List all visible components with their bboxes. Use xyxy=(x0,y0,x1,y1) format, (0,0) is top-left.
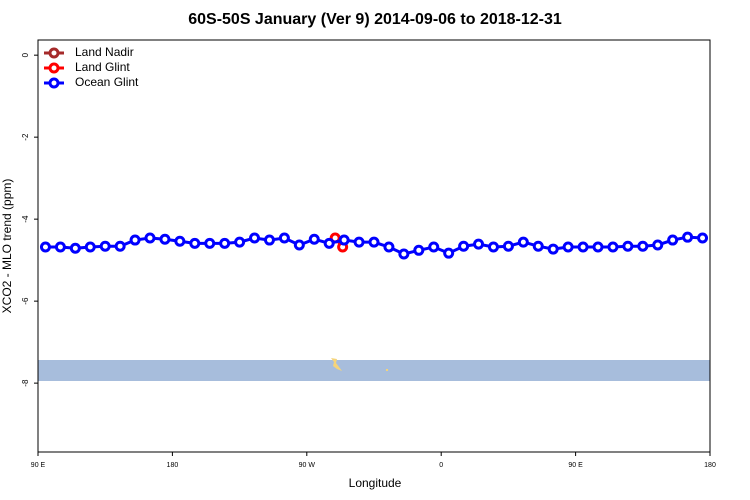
y-tick-label: -8 xyxy=(21,379,30,387)
y-axis-label: XCO2 - MLO trend (ppm) xyxy=(0,179,14,314)
x-tick-label: 180 xyxy=(704,462,716,469)
legend-marker xyxy=(48,77,60,89)
data-point xyxy=(323,237,335,249)
data-point xyxy=(69,242,81,254)
x-tick-label: 180 xyxy=(167,462,179,469)
data-point xyxy=(652,239,664,251)
data-point xyxy=(99,240,111,252)
plot-frame xyxy=(37,39,711,453)
data-point xyxy=(189,237,201,249)
data-point xyxy=(338,234,350,246)
data-point xyxy=(398,248,410,260)
data-point xyxy=(293,239,305,251)
data-point xyxy=(413,244,425,256)
x-tick-label: 90 E xyxy=(568,462,583,469)
data-point xyxy=(458,240,470,252)
data-point xyxy=(697,232,709,244)
data-point xyxy=(607,241,619,253)
ocean-map xyxy=(38,360,710,381)
data-point xyxy=(308,233,320,245)
data-point xyxy=(502,240,514,252)
legend-label: Land Glint xyxy=(75,60,130,74)
legend-label: Land Nadir xyxy=(75,45,134,59)
data-point xyxy=(159,233,171,245)
data-point xyxy=(144,232,156,244)
data-point xyxy=(39,241,51,253)
data-point xyxy=(532,240,544,252)
chart-title: 60S-50S January (Ver 9) 2014-09-06 to 20… xyxy=(188,11,562,28)
data-point xyxy=(517,236,529,248)
data-point xyxy=(84,241,96,253)
data-point xyxy=(443,247,455,259)
land-map xyxy=(386,369,388,371)
data-point xyxy=(592,241,604,253)
data-point xyxy=(383,241,395,253)
data-point xyxy=(368,236,380,248)
legend-label: Ocean Glint xyxy=(75,75,139,89)
data-point xyxy=(577,241,589,253)
data-point xyxy=(547,243,559,255)
y-tick-label: -2 xyxy=(21,133,30,141)
data-point xyxy=(622,240,634,252)
data-point xyxy=(54,241,66,253)
land-map xyxy=(331,358,342,371)
data-point xyxy=(263,234,275,246)
data-point xyxy=(234,236,246,248)
data-point xyxy=(278,232,290,244)
y-tick-label: -6 xyxy=(21,297,30,305)
x-tick-label: 90 E xyxy=(31,462,46,469)
data-point xyxy=(219,237,231,249)
data-point xyxy=(204,237,216,249)
data-point xyxy=(682,231,694,243)
legend-marker xyxy=(48,62,60,74)
data-point xyxy=(249,232,261,244)
data-point xyxy=(637,240,649,252)
data-point xyxy=(473,238,485,250)
data-point xyxy=(562,241,574,253)
data-point xyxy=(129,234,141,246)
x-tick-label: 0 xyxy=(439,462,443,469)
data-point xyxy=(428,241,440,253)
x-axis-label: Longitude xyxy=(349,476,402,490)
y-tick-label: -4 xyxy=(21,215,30,223)
data-point xyxy=(487,241,499,253)
data-point xyxy=(174,235,186,247)
map-band xyxy=(38,358,710,381)
data-point xyxy=(353,236,365,248)
y-tick-label: 0 xyxy=(21,52,30,57)
legend-marker xyxy=(48,47,60,59)
data-point xyxy=(667,234,679,246)
x-tick-label: 90 W xyxy=(299,462,316,469)
data-point xyxy=(114,240,126,252)
